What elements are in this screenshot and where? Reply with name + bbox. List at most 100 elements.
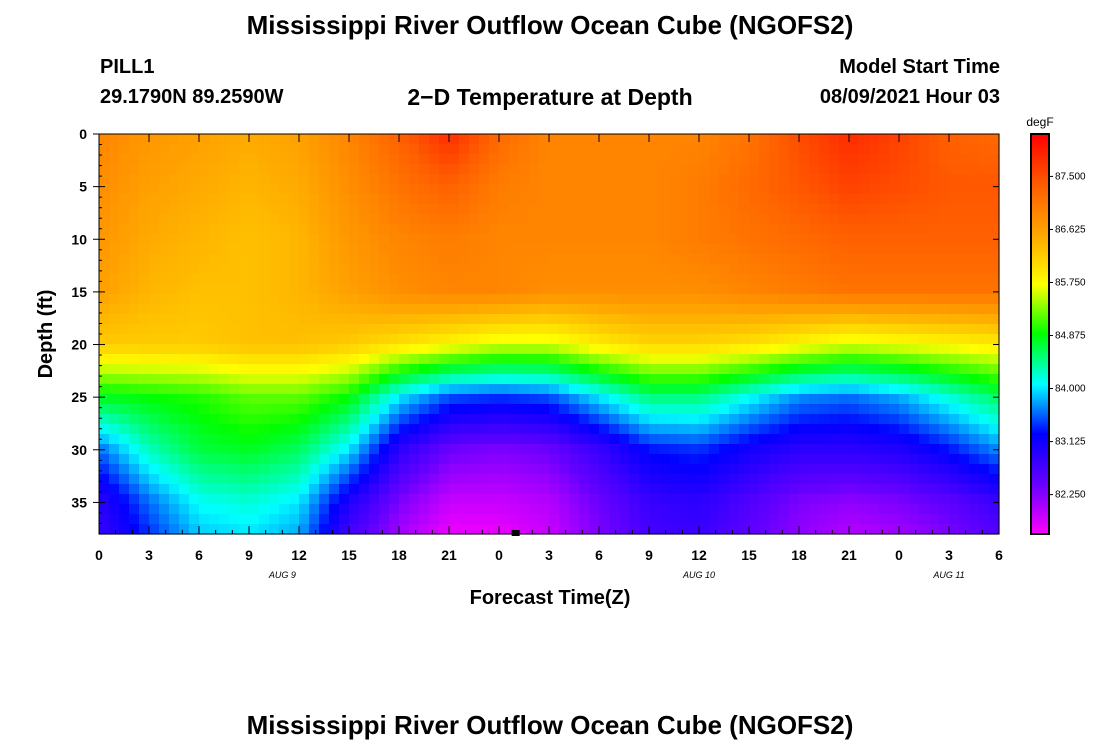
heatmap-cell bbox=[279, 484, 290, 495]
heatmap-cell bbox=[959, 504, 970, 515]
heatmap-cell bbox=[619, 394, 630, 405]
heatmap-cell bbox=[849, 164, 860, 175]
heatmap-cell bbox=[769, 514, 780, 525]
heatmap-cell bbox=[369, 154, 380, 165]
heatmap-cell bbox=[389, 284, 400, 295]
heatmap-cell bbox=[559, 204, 570, 215]
heatmap-cell bbox=[119, 504, 130, 515]
heatmap-cell bbox=[869, 344, 880, 355]
heatmap-cell bbox=[439, 254, 450, 265]
heatmap-cell bbox=[809, 184, 820, 195]
heatmap-cell bbox=[719, 464, 730, 475]
heatmap-cell bbox=[619, 284, 630, 295]
heatmap-cell bbox=[109, 434, 120, 445]
heatmap-cell bbox=[989, 464, 1000, 475]
heatmap-cell bbox=[729, 294, 740, 305]
heatmap-cell bbox=[859, 384, 870, 395]
heatmap-cell bbox=[319, 494, 330, 505]
heatmap-cell bbox=[579, 404, 590, 415]
heatmap-cell bbox=[269, 354, 280, 365]
heatmap-cell bbox=[519, 294, 530, 305]
heatmap-cell bbox=[339, 444, 350, 455]
heatmap-cell bbox=[429, 204, 440, 215]
heatmap-cell bbox=[869, 154, 880, 165]
heatmap-cell bbox=[299, 324, 310, 335]
heatmap-cell bbox=[349, 154, 360, 165]
heatmap-cell bbox=[519, 494, 530, 505]
heatmap-cell bbox=[749, 304, 760, 315]
heatmap-cell bbox=[399, 444, 410, 455]
heatmap-cell bbox=[959, 284, 970, 295]
heatmap-cell bbox=[369, 314, 380, 325]
heatmap-cell bbox=[959, 494, 970, 505]
heatmap-cell bbox=[829, 224, 840, 235]
heatmap-cell bbox=[389, 484, 400, 495]
heatmap-cell bbox=[519, 444, 530, 455]
heatmap-cell bbox=[889, 164, 900, 175]
heatmap-cell bbox=[629, 494, 640, 505]
heatmap-cell bbox=[399, 244, 410, 255]
heatmap-cell bbox=[839, 164, 850, 175]
heatmap-cell bbox=[489, 524, 500, 535]
heatmap-cell bbox=[969, 444, 980, 455]
x-tick-label: 21 bbox=[441, 547, 457, 563]
heatmap-cell bbox=[739, 424, 750, 435]
heatmap-cell bbox=[969, 324, 980, 335]
heatmap-cell bbox=[419, 404, 430, 415]
heatmap-cell bbox=[749, 454, 760, 465]
heatmap-cell bbox=[799, 204, 810, 215]
heatmap-cell bbox=[139, 284, 150, 295]
heatmap-cell bbox=[619, 344, 630, 355]
heatmap-cell bbox=[99, 294, 110, 305]
heatmap-cell bbox=[299, 214, 310, 225]
heatmap-cell bbox=[979, 364, 990, 375]
heatmap-cell bbox=[819, 414, 830, 425]
heatmap-cell bbox=[909, 494, 920, 505]
heatmap-cell bbox=[699, 454, 710, 465]
heatmap-cell bbox=[669, 444, 680, 455]
heatmap-cell bbox=[599, 224, 610, 235]
heatmap-cell bbox=[439, 324, 450, 335]
heatmap-cell bbox=[629, 514, 640, 525]
heatmap-cell bbox=[889, 294, 900, 305]
heatmap-cell bbox=[709, 184, 720, 195]
heatmap-cell bbox=[459, 234, 470, 245]
heatmap-cell bbox=[329, 364, 340, 375]
heatmap-cell bbox=[149, 484, 160, 495]
heatmap-cell bbox=[979, 524, 990, 535]
heatmap-cell bbox=[159, 364, 170, 375]
heatmap-cell bbox=[409, 284, 420, 295]
heatmap-cell bbox=[459, 274, 470, 285]
heatmap-cell bbox=[929, 374, 940, 385]
heatmap-cell bbox=[389, 334, 400, 345]
heatmap-cell bbox=[549, 334, 560, 345]
heatmap-cell bbox=[979, 174, 990, 185]
heatmap-cell bbox=[799, 284, 810, 295]
heatmap-cell bbox=[289, 144, 300, 155]
heatmap-cell bbox=[949, 234, 960, 245]
heatmap-cell bbox=[919, 154, 930, 165]
heatmap-cell bbox=[209, 524, 220, 535]
heatmap-cell bbox=[869, 304, 880, 315]
heatmap-cell bbox=[899, 164, 910, 175]
heatmap-cell bbox=[849, 184, 860, 195]
heatmap-cell bbox=[219, 274, 230, 285]
heatmap-cell bbox=[869, 204, 880, 215]
heatmap-cell bbox=[609, 244, 620, 255]
heatmap-cell bbox=[479, 234, 490, 245]
heatmap-cell bbox=[289, 174, 300, 185]
heatmap-cell bbox=[859, 174, 870, 185]
heatmap-cell bbox=[329, 434, 340, 445]
heatmap-cell bbox=[629, 314, 640, 325]
heatmap-cell bbox=[169, 264, 180, 275]
heatmap-cell bbox=[919, 404, 930, 415]
heatmap-cell bbox=[709, 304, 720, 315]
heatmap-cell bbox=[529, 274, 540, 285]
heatmap-cell bbox=[539, 254, 550, 265]
heatmap-cell bbox=[389, 254, 400, 265]
heatmap-cell bbox=[879, 264, 890, 275]
heatmap-cell bbox=[159, 184, 170, 195]
x-tick-label: 15 bbox=[341, 547, 357, 563]
heatmap-cell bbox=[119, 164, 130, 175]
heatmap-cell bbox=[109, 274, 120, 285]
